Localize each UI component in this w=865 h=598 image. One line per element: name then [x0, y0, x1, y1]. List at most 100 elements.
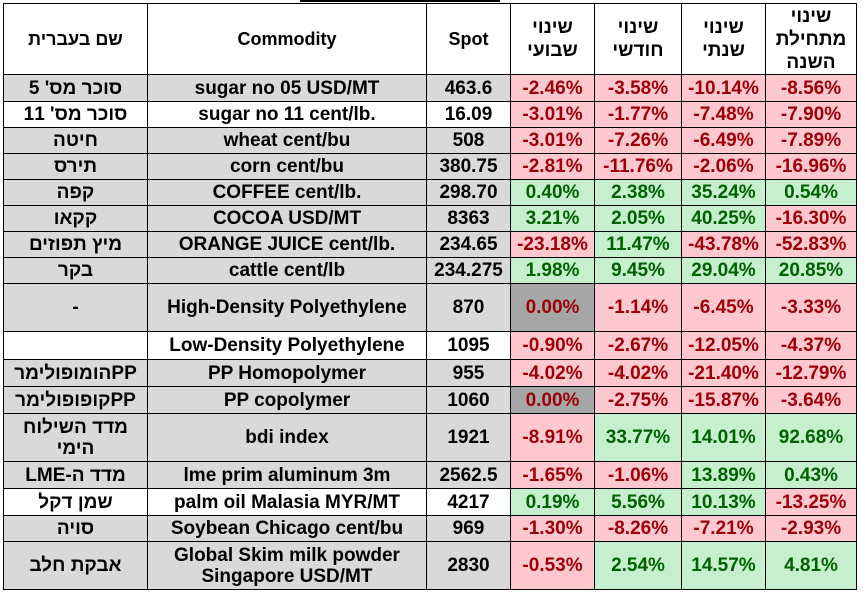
commodity-cell: COCOA USD/MT: [147, 205, 427, 232]
yearly-change-cell: 40.25%: [681, 205, 766, 232]
hebrew-name-cell: חיטה: [3, 127, 148, 154]
spot-cell: 380.75: [426, 153, 511, 180]
hebrew-name-cell: אבקת חלב: [3, 541, 148, 590]
ytd-change-cell: 20.85%: [765, 257, 857, 284]
yearly-change-cell: -6.45%: [681, 283, 766, 332]
hebrew-name-cell: מיץ תפוזים: [3, 231, 148, 258]
commodity-cell: Global Skim milk powder Singapore USD/MT: [147, 541, 427, 590]
commodity-cell: lme prim aluminum 3m: [147, 461, 427, 489]
table-body: סוכר מס' 5 sugar no 05 USD/MT 463.6 -2.46% -…: [3, 74, 857, 590]
monthly-change-cell: 9.45%: [594, 257, 682, 284]
spot-cell: 969: [426, 515, 511, 542]
hebrew-name-cell: PPהומופולימר: [3, 359, 148, 387]
weekly-change-cell: 0.00%: [510, 283, 595, 332]
table-row: חיטה wheat cent/bu 508 -3.01% -7.26% -6.49% -7…: [3, 127, 857, 154]
weekly-change-cell: -3.01%: [510, 101, 595, 128]
yearly-change-cell: 14.01%: [681, 413, 766, 462]
hebrew-name-cell: מדד השילוח הימי: [3, 413, 148, 462]
ytd-change-cell: -12.79%: [765, 359, 857, 387]
commodity-cell: corn cent/bu: [147, 153, 427, 180]
hebrew-name-cell: סוכר מס' 5: [3, 74, 148, 102]
monthly-change-cell: 2.54%: [594, 541, 682, 590]
hebrew-name-cell: -: [3, 283, 148, 332]
monthly-change-cell: -2.75%: [594, 386, 682, 414]
yearly-change-cell: -43.78%: [681, 231, 766, 258]
spot-cell: 8363: [426, 205, 511, 232]
hebrew-name-cell: שמן דקל: [3, 488, 148, 516]
commodity-cell: sugar no 11 cent/lb.: [147, 101, 427, 128]
spot-cell: 1060: [426, 386, 511, 414]
yearly-change-cell: 29.04%: [681, 257, 766, 284]
spot-cell: 298.70: [426, 179, 511, 206]
table-row: בקר cattle cent/lb 234.275 1.98% 9.45% 29.04%…: [3, 257, 857, 284]
table-row: סוכר מס' 11 sugar no 11 cent/lb. 16.09 -3.0…: [3, 101, 857, 128]
table-row: מדד השילוח הימי bdi index 1921 -8.91% 33.77%…: [3, 413, 857, 462]
spot-cell: 463.6: [426, 74, 511, 102]
monthly-change-cell: 33.77%: [594, 413, 682, 462]
ytd-change-cell: 4.81%: [765, 541, 857, 590]
hebrew-name-cell: סוכר מס' 11: [3, 101, 148, 128]
ytd-change-cell: -2.93%: [765, 515, 857, 542]
weekly-change-cell: 0.40%: [510, 179, 595, 206]
spot-cell: 234.275: [426, 257, 511, 284]
weekly-change-cell: -0.90%: [510, 331, 595, 360]
table-row: סויה Soybean Chicago cent/bu 969 -1.30% -8.2…: [3, 515, 857, 542]
ytd-change-cell: -4.37%: [765, 331, 857, 360]
monthly-change-cell: -11.76%: [594, 153, 682, 180]
weekly-change-cell: -3.01%: [510, 127, 595, 154]
hebrew-name-cell: מדד ה-LME: [3, 461, 148, 489]
yearly-change-cell: -6.49%: [681, 127, 766, 154]
weekly-change-cell: -4.02%: [510, 359, 595, 387]
spot-cell: 4217: [426, 488, 511, 516]
yearly-change-cell: 35.24%: [681, 179, 766, 206]
yearly-change-cell: 10.13%: [681, 488, 766, 516]
spot-cell: 870: [426, 283, 511, 332]
table-row: מדד ה-LME lme prim aluminum 3m 2562.5 -1.65…: [3, 461, 857, 489]
header-ytd-change: שינוי מתחילת השנה: [765, 3, 857, 75]
commodity-cell: wheat cent/bu: [147, 127, 427, 154]
commodity-cell: palm oil Malasia MYR/MT: [147, 488, 427, 516]
spot-cell: 2830: [426, 541, 511, 590]
ytd-change-cell: 92.68%: [765, 413, 857, 462]
hebrew-name-cell: קקאו: [3, 205, 148, 232]
ytd-change-cell: -7.89%: [765, 127, 857, 154]
header-spot: Spot: [426, 3, 511, 75]
hebrew-name-cell: סויה: [3, 515, 148, 542]
weekly-change-cell: 0.00%: [510, 386, 595, 414]
table-row: שמן דקל palm oil Malasia MYR/MT 4217 0.19% 5…: [3, 488, 857, 516]
commodities-table-container: שם בעברית Commodity Spot שינוי שבועי שינ…: [3, 3, 857, 590]
table-row: קקאו COCOA USD/MT 8363 3.21% 2.05% 40.25% -16.…: [3, 205, 857, 232]
commodity-cell: cattle cent/lb: [147, 257, 427, 284]
hebrew-name-cell: [3, 331, 148, 360]
weekly-change-cell: 1.98%: [510, 257, 595, 284]
yearly-change-cell: -7.48%: [681, 101, 766, 128]
commodity-cell: High-Density Polyethylene: [147, 283, 427, 332]
yearly-change-cell: -15.87%: [681, 386, 766, 414]
monthly-change-cell: -1.14%: [594, 283, 682, 332]
monthly-change-cell: -1.77%: [594, 101, 682, 128]
weekly-change-cell: -2.81%: [510, 153, 595, 180]
table-row: קפה COFFEE cent/lb. 298.70 0.40% 2.38% 35.24%…: [3, 179, 857, 206]
monthly-change-cell: -3.58%: [594, 74, 682, 102]
spot-cell: 508: [426, 127, 511, 154]
table-row: אבקת חלב Global Skim milk powder Singapor…: [3, 541, 857, 590]
table-row: - High-Density Polyethylene 870 0.00% -1.14%…: [3, 283, 857, 332]
weekly-change-cell: -2.46%: [510, 74, 595, 102]
yearly-change-cell: -21.40%: [681, 359, 766, 387]
commodity-cell: Soybean Chicago cent/bu: [147, 515, 427, 542]
header-commodity: Commodity: [147, 3, 427, 75]
commodity-cell: COFFEE cent/lb.: [147, 179, 427, 206]
spot-cell: 955: [426, 359, 511, 387]
weekly-change-cell: -8.91%: [510, 413, 595, 462]
monthly-change-cell: 5.56%: [594, 488, 682, 516]
yearly-change-cell: -10.14%: [681, 74, 766, 102]
commodity-cell: bdi index: [147, 413, 427, 462]
weekly-change-cell: 0.19%: [510, 488, 595, 516]
weekly-change-cell: 3.21%: [510, 205, 595, 232]
table-row: Low-Density Polyethylene 1095 -0.90% -2.67%…: [3, 331, 857, 360]
monthly-change-cell: 2.38%: [594, 179, 682, 206]
monthly-change-cell: -2.67%: [594, 331, 682, 360]
commodity-cell: sugar no 05 USD/MT: [147, 74, 427, 102]
commodity-cell: Low-Density Polyethylene: [147, 331, 427, 360]
table-row: סוכר מס' 5 sugar no 05 USD/MT 463.6 -2.46% -…: [3, 74, 857, 102]
